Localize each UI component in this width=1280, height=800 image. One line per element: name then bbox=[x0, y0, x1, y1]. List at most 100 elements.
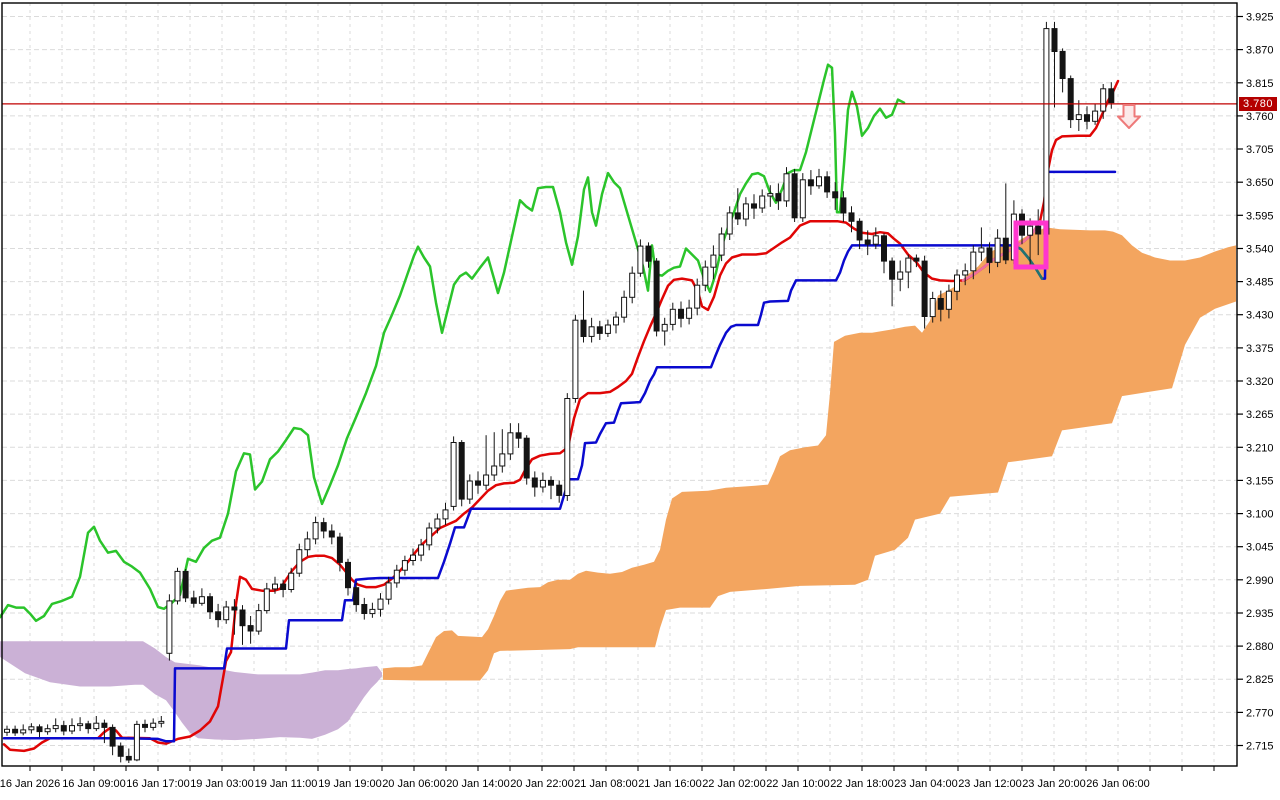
candle bbox=[475, 480, 481, 486]
candle bbox=[588, 326, 595, 337]
time-tick-label: 22 Jan 18:00 bbox=[830, 778, 894, 790]
time-tick-label: 20 Jan 14:00 bbox=[446, 778, 510, 790]
candle bbox=[710, 254, 717, 268]
candle bbox=[466, 480, 473, 500]
time-tick-label: 19 Jan 03:00 bbox=[190, 778, 254, 790]
candle bbox=[864, 239, 871, 245]
candle bbox=[929, 298, 936, 318]
plot-frame bbox=[1, 2, 1238, 767]
candle bbox=[1059, 50, 1066, 80]
candle bbox=[637, 245, 644, 274]
candle bbox=[799, 179, 806, 219]
sell-arrow-icon[interactable] bbox=[1117, 104, 1141, 129]
candle bbox=[345, 561, 351, 589]
candle bbox=[263, 588, 270, 612]
time-tick-label: 23 Jan 20:00 bbox=[1022, 778, 1086, 790]
candle bbox=[117, 745, 124, 757]
candle bbox=[377, 598, 384, 610]
candle bbox=[255, 610, 262, 632]
candle bbox=[190, 597, 197, 604]
price-tick-label: 2.770 bbox=[1246, 707, 1274, 719]
candle bbox=[905, 257, 912, 273]
candle bbox=[272, 583, 278, 590]
candle bbox=[872, 235, 879, 245]
price-tick-label: 3.320 bbox=[1246, 376, 1274, 388]
price-tick-label: 2.825 bbox=[1246, 674, 1274, 686]
candle bbox=[77, 723, 84, 727]
candle bbox=[970, 251, 977, 272]
candle bbox=[442, 509, 449, 520]
price-axis[interactable]: 3.925 3.870 3.815 3.760 3.705 3.650 3.595 3.540… bbox=[1237, 12, 1274, 753]
price-tick-label: 3.595 bbox=[1246, 210, 1274, 222]
candle bbox=[832, 191, 839, 199]
price-tick-label: 3.485 bbox=[1246, 277, 1274, 289]
candle bbox=[816, 176, 822, 187]
candle bbox=[694, 284, 701, 309]
candle bbox=[515, 432, 522, 439]
time-tick-label: 23 Jan 12:00 bbox=[958, 778, 1022, 790]
time-tick-label: 22 Jan 02:00 bbox=[702, 778, 766, 790]
candle bbox=[499, 453, 506, 467]
candle bbox=[12, 728, 19, 734]
candle bbox=[742, 203, 749, 220]
candle bbox=[28, 726, 35, 731]
candle bbox=[320, 522, 327, 532]
candle bbox=[458, 442, 465, 500]
candle bbox=[978, 247, 985, 253]
candle bbox=[629, 272, 636, 298]
candle bbox=[450, 442, 457, 507]
candle bbox=[856, 220, 863, 241]
candle bbox=[1027, 225, 1034, 236]
candle bbox=[621, 296, 628, 318]
time-tick-label: 21 Jan 08:00 bbox=[574, 778, 638, 790]
candle bbox=[645, 245, 652, 262]
candle bbox=[686, 307, 693, 319]
candle bbox=[1002, 237, 1009, 261]
candle bbox=[280, 583, 287, 590]
candle bbox=[1100, 88, 1107, 112]
price-tick-label: 3.540 bbox=[1246, 244, 1274, 256]
candle bbox=[4, 728, 10, 733]
price-tick-label: 3.100 bbox=[1246, 509, 1274, 521]
candle bbox=[239, 609, 246, 627]
price-tick-label: 2.935 bbox=[1246, 608, 1274, 620]
candle bbox=[848, 212, 855, 222]
candle bbox=[296, 549, 303, 574]
candle bbox=[718, 233, 725, 256]
candle bbox=[288, 572, 295, 591]
candle bbox=[913, 257, 920, 262]
price-tick-label: 3.925 bbox=[1246, 12, 1274, 24]
candle bbox=[69, 725, 75, 732]
highlight-rectangle[interactable] bbox=[1013, 220, 1049, 270]
candle bbox=[60, 725, 67, 732]
candle bbox=[954, 274, 960, 292]
price-tick-label: 2.990 bbox=[1246, 575, 1274, 587]
candle bbox=[986, 247, 993, 263]
price-tick-label: 2.715 bbox=[1246, 741, 1274, 753]
candle bbox=[775, 193, 782, 202]
time-tick-label: 21 Jan 16:00 bbox=[638, 778, 702, 790]
candle bbox=[507, 432, 514, 455]
time-tick-label: 26 Jan 06:00 bbox=[1086, 778, 1150, 790]
time-tick-label: 19 Jan 11:00 bbox=[255, 778, 318, 790]
candle bbox=[36, 726, 43, 733]
candle bbox=[1035, 225, 1042, 235]
candle bbox=[661, 323, 668, 332]
candle bbox=[101, 722, 108, 728]
candle bbox=[150, 722, 157, 728]
candle bbox=[328, 530, 335, 538]
time-axis[interactable]: 16 Jan 2026 16 Jan 09:00 16 Jan 17:00 19 Ja… bbox=[0, 766, 1215, 790]
candle bbox=[564, 398, 571, 496]
kumo-bearish bbox=[0, 641, 382, 741]
candle bbox=[418, 544, 425, 556]
time-tick-label: 16 Jan 09:00 bbox=[62, 778, 126, 790]
candle bbox=[604, 324, 611, 334]
time-tick-label: 20 Jan 06:00 bbox=[382, 778, 446, 790]
price-tick-label: 3.265 bbox=[1246, 409, 1274, 421]
candle bbox=[231, 606, 238, 611]
candle bbox=[166, 600, 173, 654]
candle bbox=[807, 179, 814, 187]
price-tick-label: 3.870 bbox=[1246, 45, 1274, 57]
